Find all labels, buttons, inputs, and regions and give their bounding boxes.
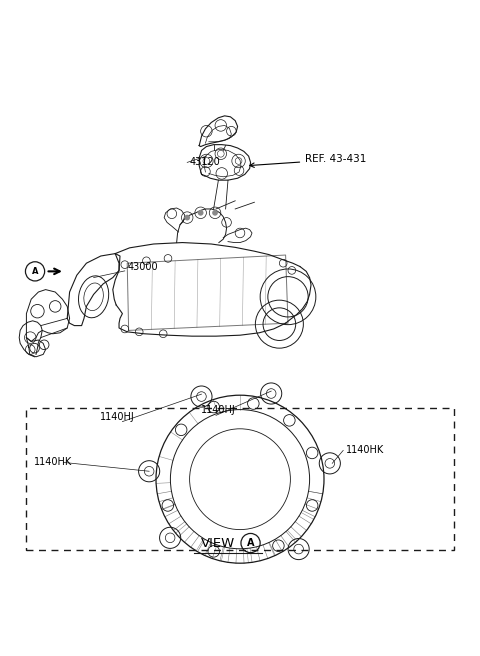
Text: 1140HJ: 1140HJ <box>201 405 236 415</box>
Text: A: A <box>32 267 38 276</box>
Text: 1140HK: 1140HK <box>346 445 384 455</box>
Text: 1140HK: 1140HK <box>34 457 72 467</box>
Text: 1140HJ: 1140HJ <box>100 412 135 422</box>
Text: 43120: 43120 <box>190 157 220 167</box>
Bar <box>26 408 454 550</box>
Text: REF. 43-431: REF. 43-431 <box>305 154 366 164</box>
Circle shape <box>198 210 204 216</box>
Text: A: A <box>247 538 254 548</box>
Circle shape <box>184 215 190 220</box>
Text: VIEW: VIEW <box>201 537 236 550</box>
Text: 43000: 43000 <box>127 262 158 272</box>
Circle shape <box>212 210 218 216</box>
